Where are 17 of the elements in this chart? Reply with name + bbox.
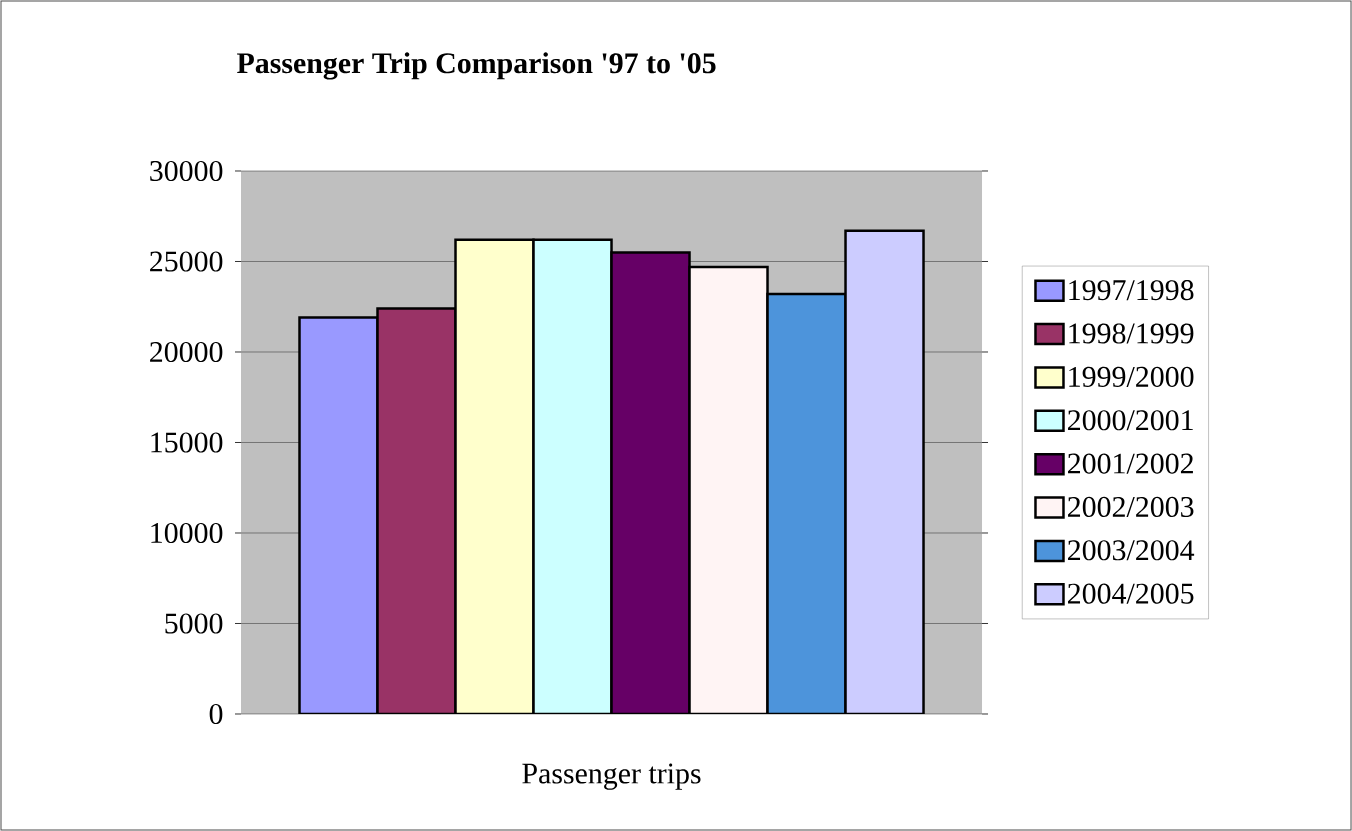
- legend-label: 2000/2001: [1068, 410, 1193, 431]
- y-tick-label: 20000: [150, 341, 223, 363]
- y-tick-label: 0: [209, 703, 223, 725]
- chart-title: Passenger Trip Comparison '97 to '05: [237, 52, 716, 80]
- legend-label: 2003/2004: [1068, 540, 1195, 561]
- legend-label: 1998/1999: [1069, 323, 1194, 344]
- y-tick-label: 15000: [151, 432, 223, 453]
- legend-label: 2002/2003: [1068, 496, 1194, 518]
- y-tick-label: 5000: [165, 613, 223, 634]
- x-tick-label: Passenger trips: [522, 763, 701, 790]
- y-tick-label: 25000: [150, 251, 223, 272]
- legend-label: 2001/2002: [1068, 453, 1193, 474]
- y-tick-label: 10000: [151, 522, 223, 544]
- legend-label: 1997/1998: [1069, 280, 1194, 301]
- legend-label: 2004/2005: [1068, 583, 1194, 604]
- y-tick-label: 30000: [150, 160, 223, 182]
- legend-label: 1999/2000: [1069, 366, 1194, 387]
